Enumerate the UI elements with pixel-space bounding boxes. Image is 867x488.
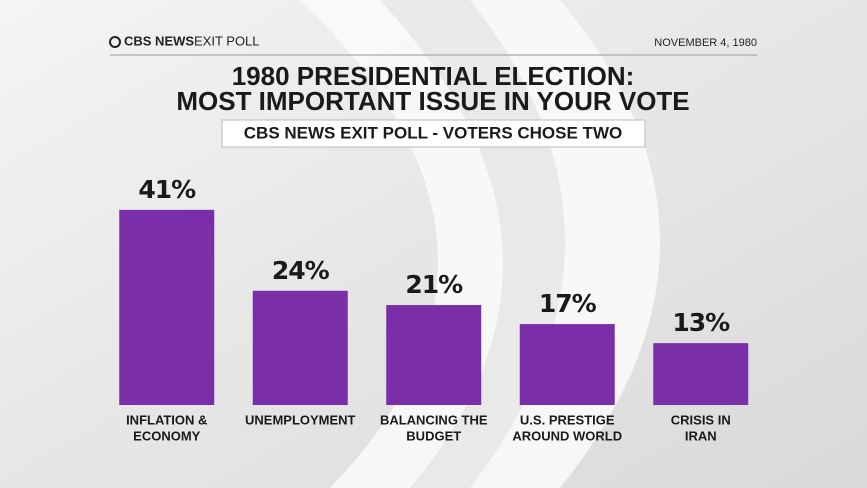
- chart-title: 1980 PRESIDENTIAL ELECTION:: [232, 61, 635, 91]
- bar: [653, 343, 749, 405]
- x-tick-label: IRAN: [685, 428, 717, 443]
- value-label: 21%: [405, 270, 463, 299]
- x-tick-label: BALANCING THE: [380, 412, 488, 427]
- date: NOVEMBER 4, 1980: [654, 37, 757, 49]
- chart-title: MOST IMPORTANT ISSUE IN YOUR VOTE: [176, 86, 689, 116]
- bar: [519, 324, 615, 405]
- x-tick-label: U.S. PRESTIGE: [520, 412, 615, 427]
- value-label: 13%: [672, 308, 730, 337]
- subtitle-box: [221, 119, 646, 148]
- bar: [119, 209, 215, 405]
- x-tick-label: AROUND WORLD: [512, 428, 622, 443]
- brand: CBS NEWS: [124, 33, 194, 48]
- x-tick-label: BUDGET: [406, 428, 461, 443]
- bar: [386, 305, 482, 405]
- x-tick-label: INFLATION &: [126, 412, 207, 427]
- value-label: 24%: [272, 256, 330, 285]
- x-tick-label: ECONOMY: [133, 428, 201, 443]
- value-label: 17%: [539, 289, 597, 318]
- value-label: 41%: [138, 175, 196, 204]
- x-tick-label: CRISIS IN: [671, 412, 731, 427]
- x-tick-label: UNEMPLOYMENT: [245, 412, 356, 427]
- logo: [109, 36, 121, 48]
- brand-sub: EXIT POLL: [194, 33, 260, 48]
- subtitle: CBS NEWS EXIT POLL - VOTERS CHOSE TWO: [244, 123, 622, 142]
- bar: [252, 290, 348, 405]
